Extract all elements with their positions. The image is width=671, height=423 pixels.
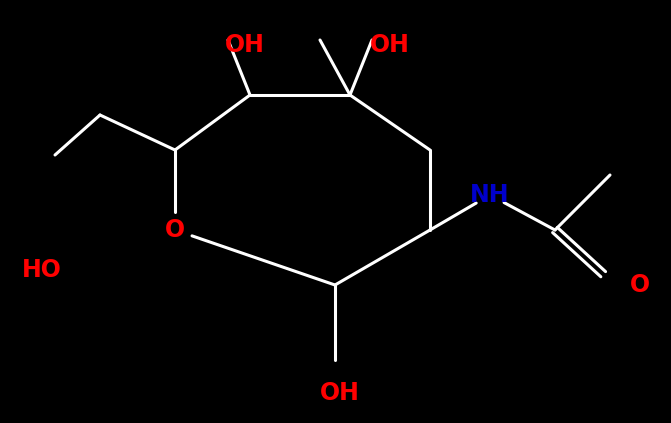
Text: OH: OH <box>370 33 410 57</box>
Text: O: O <box>165 218 185 242</box>
Text: OH: OH <box>320 381 360 405</box>
Text: O: O <box>630 273 650 297</box>
Text: NH: NH <box>470 183 510 207</box>
Text: HO: HO <box>22 258 62 282</box>
Text: OH: OH <box>225 33 265 57</box>
